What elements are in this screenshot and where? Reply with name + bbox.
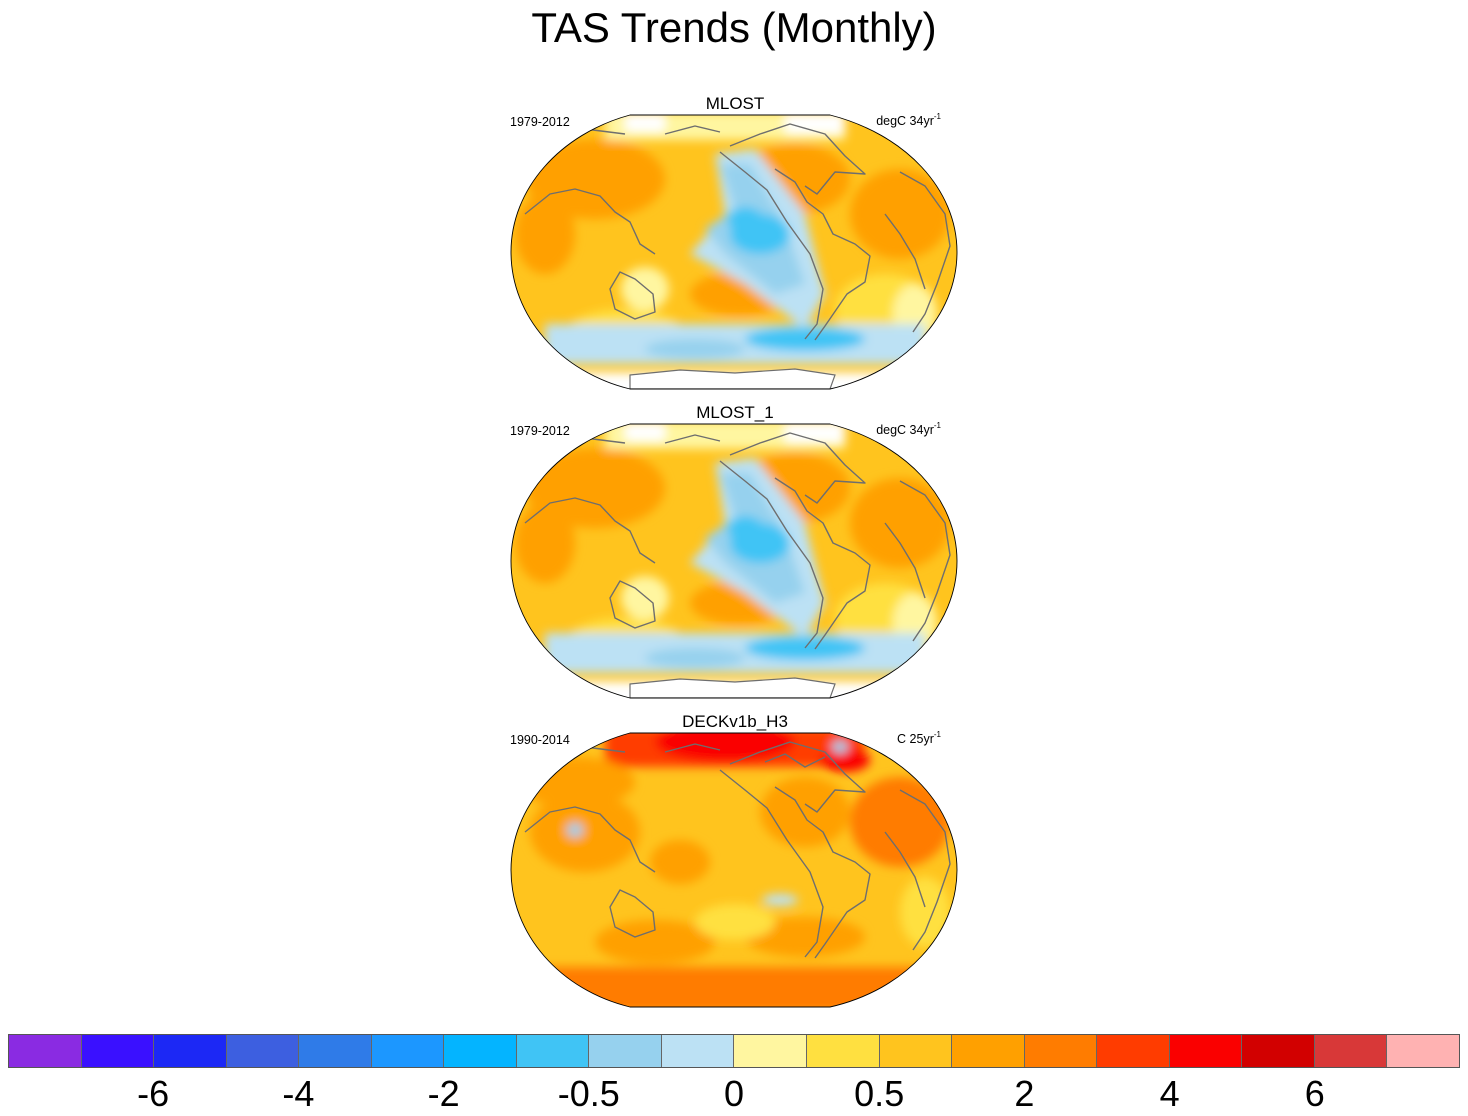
colorbar-tick-label: 6 bbox=[1304, 1073, 1325, 1114]
colorbar-box bbox=[299, 1035, 372, 1067]
colorbar-box bbox=[807, 1035, 880, 1067]
colorbar-box bbox=[226, 1035, 300, 1067]
world-map-mlost bbox=[510, 114, 958, 390]
colorbar-box bbox=[589, 1035, 662, 1067]
world-map-deckv1b-h3 bbox=[510, 732, 958, 1008]
colorbar-tick-label: 4 bbox=[1159, 1073, 1180, 1114]
colorbar-box bbox=[1024, 1035, 1098, 1067]
period-label: 1990-2014 bbox=[510, 733, 570, 747]
colorbar bbox=[8, 1034, 1460, 1068]
colorbar-box bbox=[9, 1035, 82, 1067]
colorbar-tick-label: 0.5 bbox=[854, 1073, 905, 1114]
colorbar-box bbox=[516, 1035, 590, 1067]
units-label: degC 34yr-1 bbox=[876, 112, 941, 129]
map-panel-mlost-1: MLOST_1 1979-2012 degC 34yr-1 bbox=[505, 403, 965, 703]
period-label: 1979-2012 bbox=[510, 424, 570, 438]
map-panel-deckv1b-h3: DECKv1b_H3 1990-2014 C 25yr-1 bbox=[505, 712, 965, 1012]
colorbar-box bbox=[1387, 1035, 1459, 1067]
units-label: C 25yr-1 bbox=[897, 730, 941, 747]
colorbar-box bbox=[371, 1035, 445, 1067]
colorbar-box bbox=[952, 1035, 1025, 1067]
colorbar-box bbox=[879, 1035, 953, 1067]
colorbar-box bbox=[81, 1035, 155, 1067]
colorbar-tick-label: -4 bbox=[282, 1073, 315, 1114]
units-label: degC 34yr-1 bbox=[876, 421, 941, 438]
colorbar-box bbox=[444, 1035, 517, 1067]
colorbar-box bbox=[1242, 1035, 1315, 1067]
colorbar-box bbox=[1169, 1035, 1243, 1067]
colorbar-tick-label: -0.5 bbox=[557, 1073, 620, 1114]
colorbar-box bbox=[154, 1035, 227, 1067]
panel-title: MLOST bbox=[705, 94, 765, 113]
colorbar-box bbox=[1314, 1035, 1388, 1067]
figure-title: TAS Trends (Monthly) bbox=[531, 4, 937, 51]
colorbar-tick-label: 2 bbox=[1014, 1073, 1035, 1114]
map-panel-mlost: MLOST 1979-2012 degC 34yr-1 bbox=[505, 94, 965, 394]
colorbar-box bbox=[734, 1035, 808, 1067]
world-map-mlost-1 bbox=[510, 423, 958, 699]
colorbar-box bbox=[661, 1035, 735, 1067]
period-label: 1979-2012 bbox=[510, 115, 570, 129]
panel-title: DECKv1b_H3 bbox=[682, 712, 788, 731]
colorbar-tick-label: 0 bbox=[723, 1073, 745, 1114]
colorbar-tick-label: -2 bbox=[427, 1073, 460, 1114]
colorbar-tick-label: -6 bbox=[137, 1073, 170, 1114]
panel-title: MLOST_1 bbox=[696, 403, 774, 422]
colorbar-box bbox=[1097, 1035, 1170, 1067]
